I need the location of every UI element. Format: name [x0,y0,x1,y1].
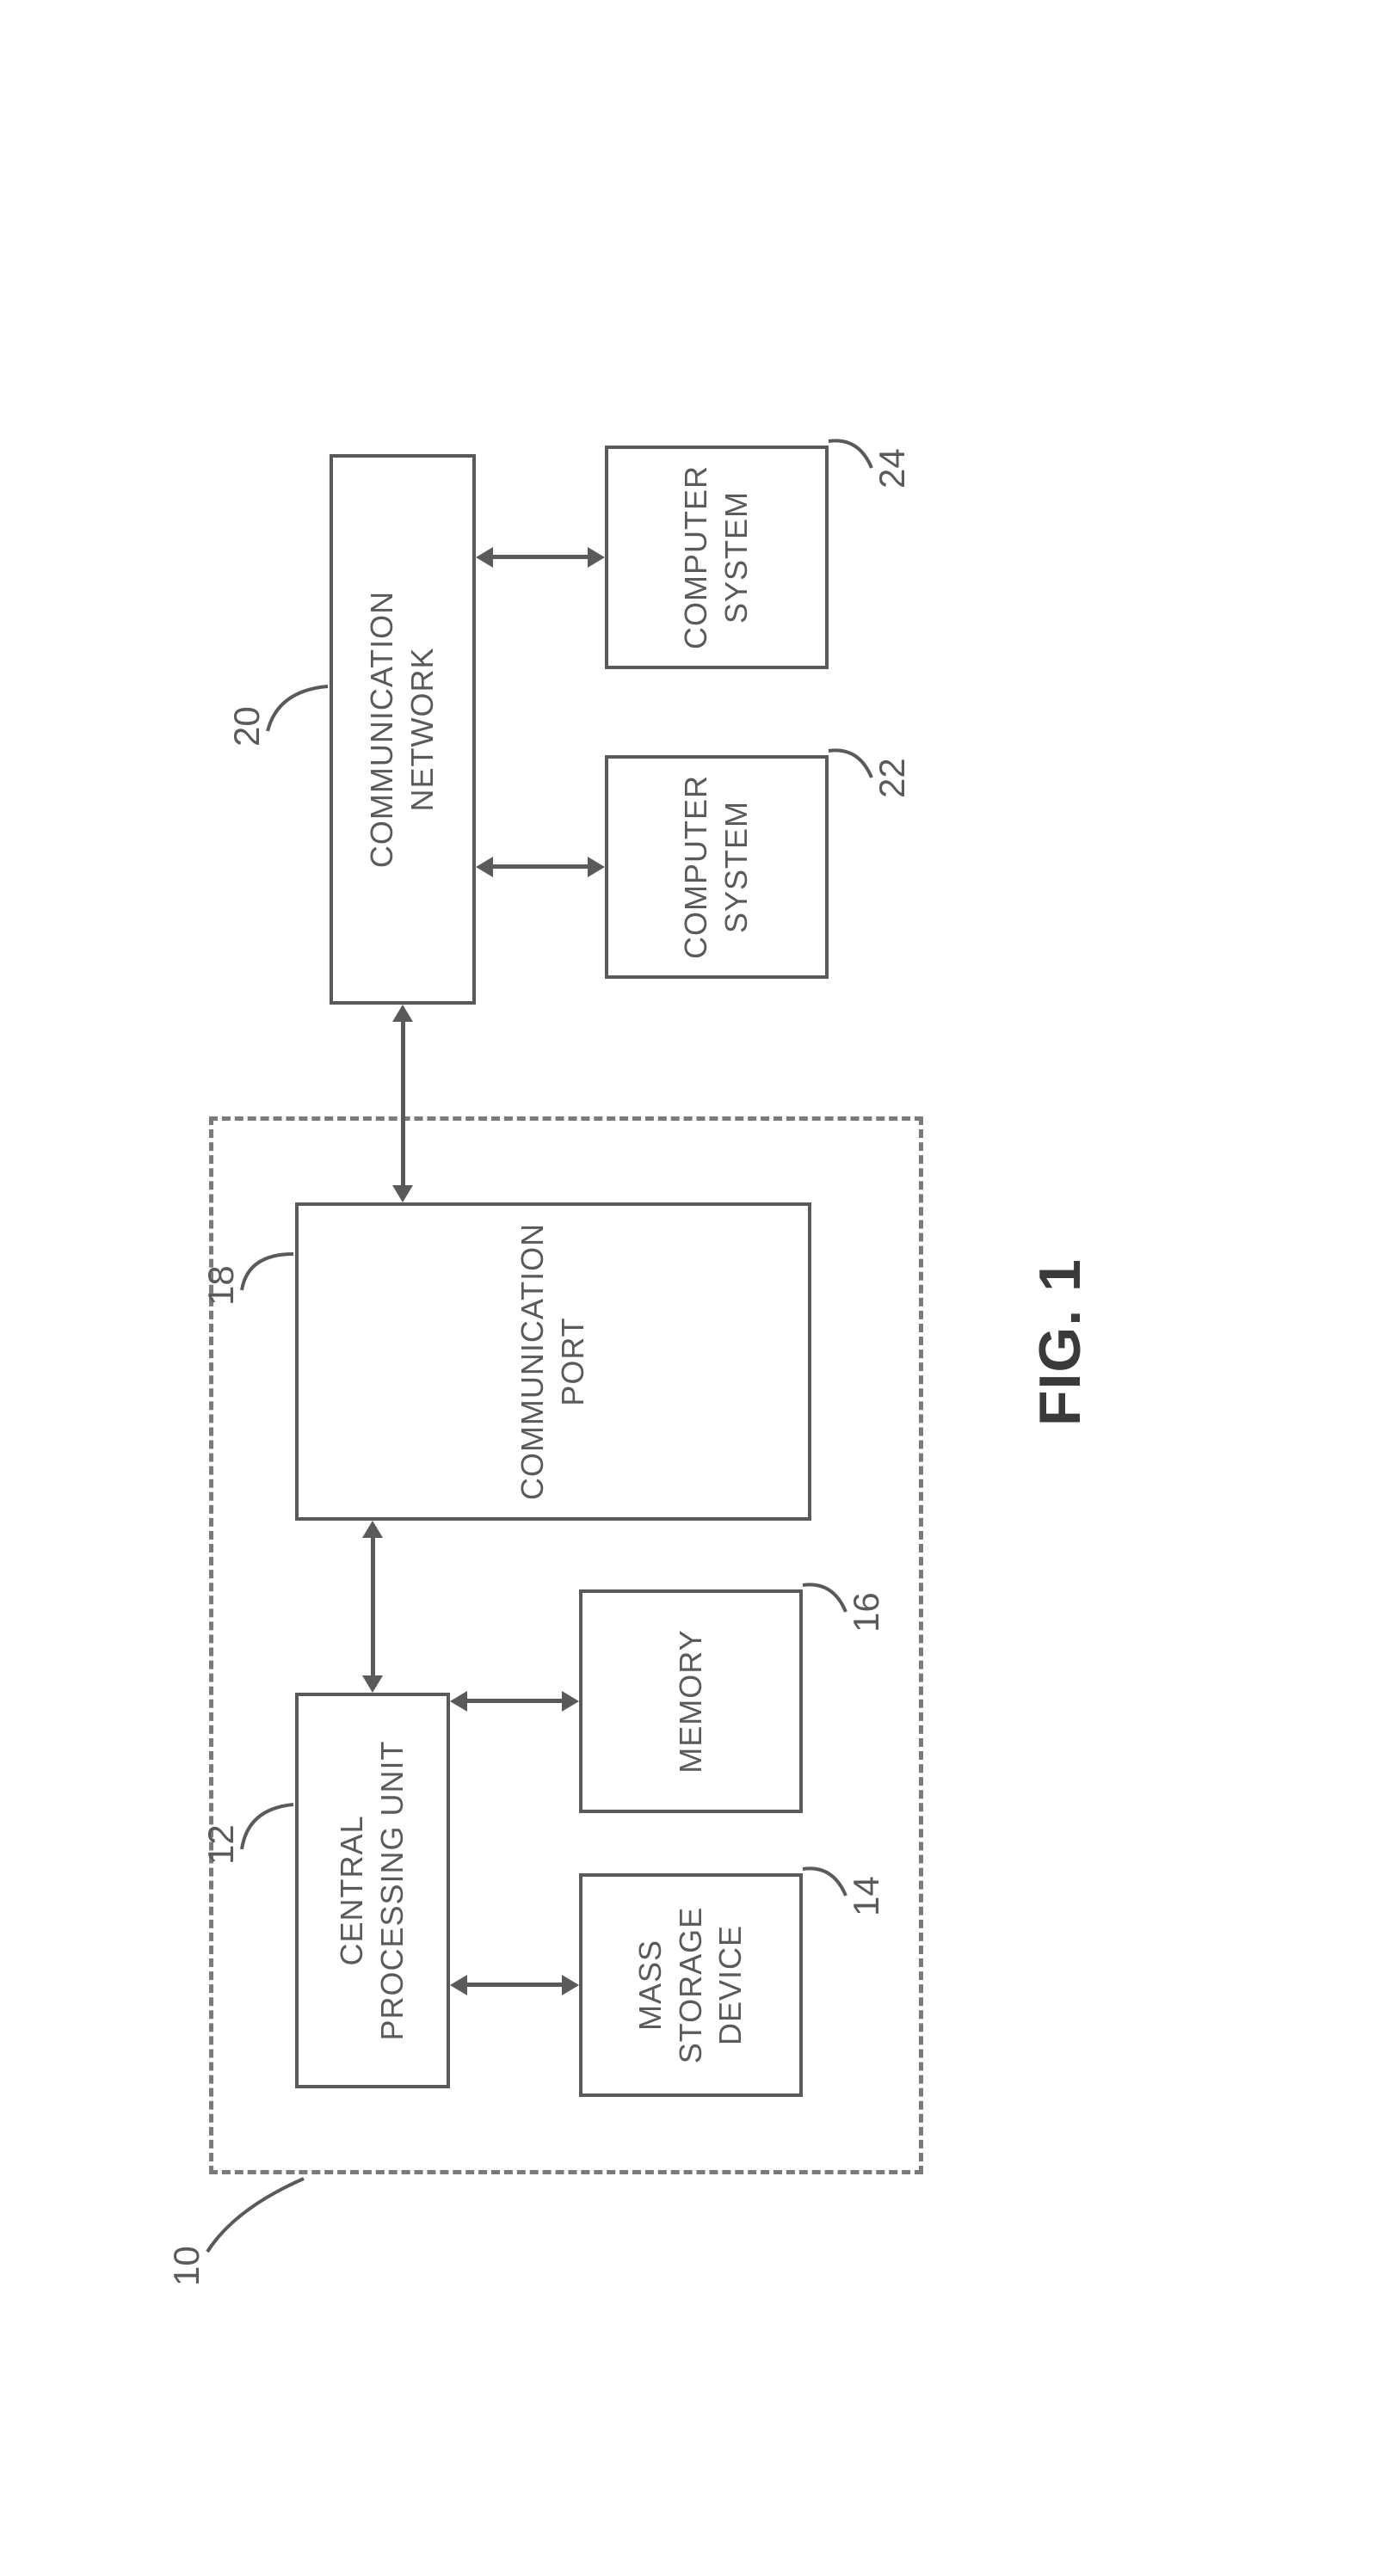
arrow-head-icon [392,1185,413,1202]
node-cpu: CENTRALPROCESSING UNIT [295,1693,450,2088]
ref-memory: 16 [846,1592,887,1632]
figure-label: FIG. 1 [1026,1258,1094,1426]
block-diagram: CENTRALPROCESSING UNIT MASSSTORAGEDEVICE… [97,256,1302,2321]
arrow-head-icon [476,547,493,568]
leader-curve [207,2179,304,2252]
arrow-head-icon [362,1521,383,1538]
node-comm-network: COMMUNICATIONNETWORK [330,454,476,1005]
arrow-line [491,555,589,559]
ref-comm-network: 20 [226,706,268,747]
ref-comm-port: 18 [200,1265,242,1306]
node-memory-label: MEMORY [671,1629,712,1773]
node-comm-port-label: COMMUNICATIONPORT [513,1222,594,1499]
arrow-head-icon [562,1691,579,1712]
arrow-head-icon [450,1975,467,1995]
arrow-head-icon [362,1675,383,1693]
ref-system: 10 [166,2246,207,2286]
leader-curve [268,686,328,731]
arrow-head-icon [450,1691,467,1712]
node-computer-a-label: COMPUTERSYSTEM [676,775,757,959]
arrow-line [371,1536,375,1677]
ref-mass-storage: 14 [846,1876,887,1916]
node-computer-b: COMPUTERSYSTEM [605,446,829,669]
ref-cpu: 12 [200,1824,242,1865]
arrow-head-icon [588,857,605,877]
arrow-line [465,1983,564,1987]
leader-curve [829,750,872,778]
arrow-head-icon [562,1975,579,1995]
ref-computer-b: 24 [872,448,913,489]
arrow-head-icon [392,1005,413,1022]
node-computer-a: COMPUTERSYSTEM [605,755,829,979]
node-memory: MEMORY [579,1589,803,1813]
node-comm-port: COMMUNICATIONPORT [295,1202,811,1521]
node-mass-storage-label: MASSSTORAGEDEVICE [631,1906,751,2063]
node-computer-b-label: COMPUTERSYSTEM [676,465,757,649]
arrow-head-icon [476,857,493,877]
leader-curve [829,440,872,468]
node-cpu-label: CENTRALPROCESSING UNIT [332,1740,413,2040]
arrow-line [491,864,589,869]
arrow-line [465,1699,564,1703]
node-comm-network-label: COMMUNICATIONNETWORK [362,590,443,867]
node-mass-storage: MASSSTORAGEDEVICE [579,1873,803,2097]
arrow-line [401,1020,405,1187]
ref-computer-a: 22 [872,758,913,798]
arrow-head-icon [588,547,605,568]
